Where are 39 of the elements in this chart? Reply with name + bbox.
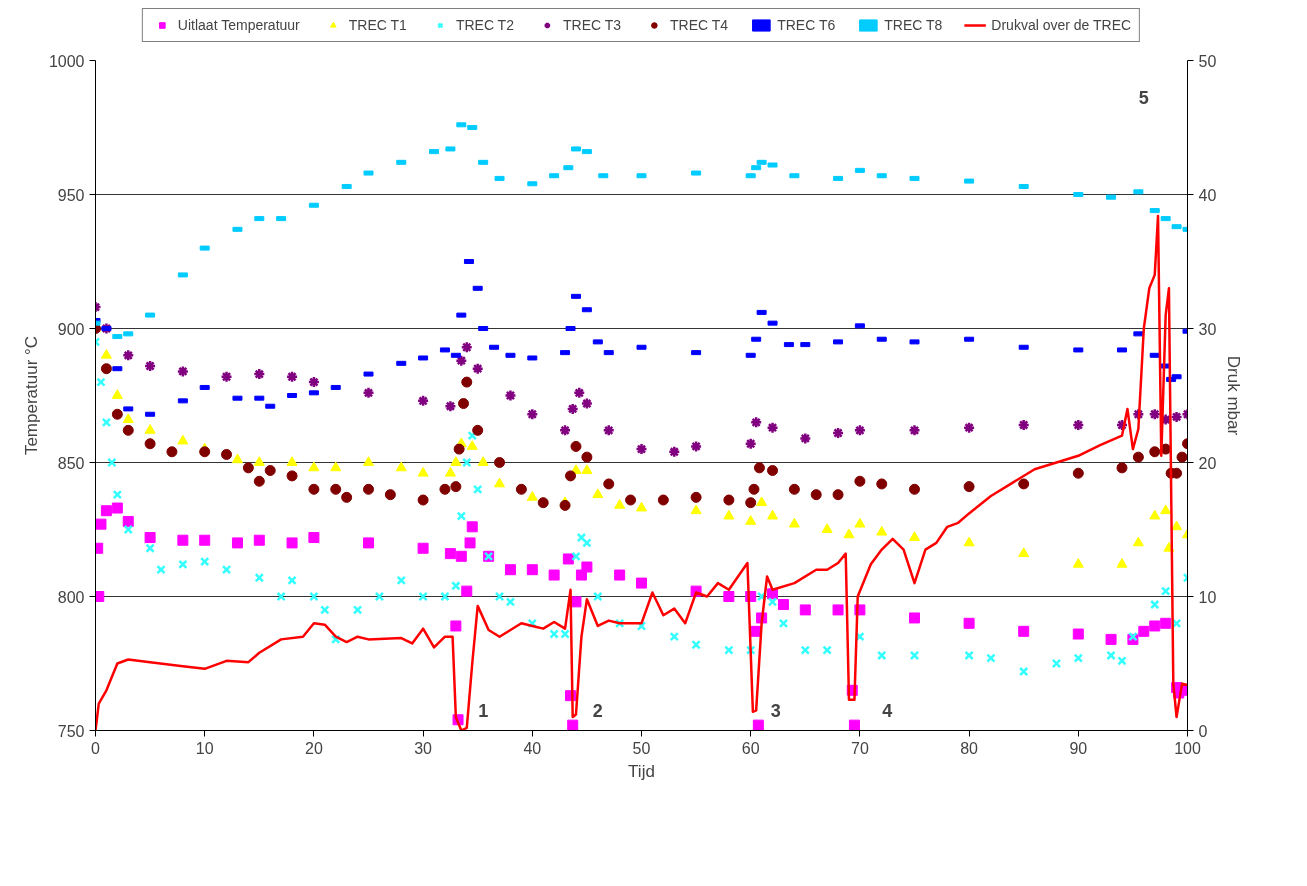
legend-label: TREC T4 (670, 17, 729, 33)
legend-label: Uitlaat Temperatuur (177, 17, 300, 33)
y-tick-label: 850 (57, 454, 85, 472)
x-tick-label: 40 (523, 739, 542, 757)
y2-tick-label: 10 (1198, 588, 1217, 606)
legend-label: Drukval over de TREC (991, 17, 1132, 33)
annotation: 2 (592, 701, 603, 722)
y2-tick-label: 30 (1198, 320, 1217, 338)
legend-label: TREC T1 (348, 17, 407, 33)
y2-tick-label: 40 (1198, 186, 1217, 204)
y-axis-title: Temperatuur °C (21, 335, 41, 456)
annotation: 1 (478, 701, 489, 722)
y2-tick-label: 50 (1198, 52, 1217, 70)
x-tick-label: 90 (1069, 739, 1088, 757)
x-tick-label: 20 (305, 739, 323, 757)
legend-label: TREC T2 (455, 17, 514, 33)
x-tick-label: 70 (851, 739, 869, 757)
y-tick-label: 950 (57, 186, 85, 204)
annotation: 4 (882, 701, 893, 722)
y-tick-label: 900 (57, 320, 85, 338)
x-tick-label: 0 (91, 739, 101, 757)
legend-label: TREC T6 (777, 17, 836, 33)
annotation: 5 (1138, 88, 1149, 109)
annotation: 3 (770, 701, 781, 722)
legend-label: TREC T3 (562, 17, 622, 33)
x-tick-label: 80 (960, 739, 979, 757)
x-tick-label: 10 (195, 739, 214, 757)
y2-axis-title: Druk mbar (1224, 355, 1244, 436)
x-axis-title: Tijd (628, 761, 655, 781)
y-tick-label: 1000 (48, 52, 85, 70)
y-tick-label: 800 (57, 588, 85, 606)
y2-tick-label: 20 (1198, 454, 1217, 472)
x-tick-label: 50 (632, 739, 651, 757)
x-tick-label: 60 (741, 739, 760, 757)
y-tick-label: 750 (57, 722, 85, 740)
x-tick-label: 30 (414, 739, 433, 757)
x-tick-label: 100 (1174, 739, 1201, 757)
legend-label: TREC T8 (884, 17, 943, 33)
y2-tick-label: 0 (1198, 722, 1208, 740)
